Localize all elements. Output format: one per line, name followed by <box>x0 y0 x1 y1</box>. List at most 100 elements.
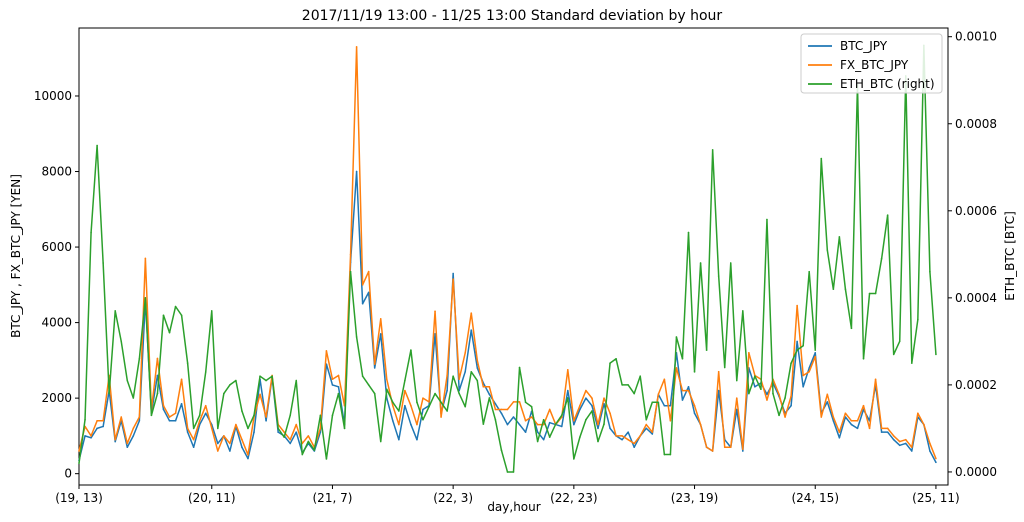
data-point <box>229 450 231 452</box>
data-point <box>162 404 165 407</box>
data-point <box>591 410 593 412</box>
data-point <box>307 440 310 443</box>
data-point <box>422 408 424 411</box>
data-point <box>156 357 159 360</box>
data-point <box>892 353 895 356</box>
data-point <box>699 423 702 426</box>
data-point <box>398 423 400 426</box>
data-point <box>337 392 340 395</box>
data-point <box>229 384 231 386</box>
data-point <box>247 453 249 456</box>
data-point <box>560 414 563 417</box>
legend: BTC_JPY FX_BTC_JPY ETH_BTC (right) <box>800 33 943 94</box>
data-point <box>778 393 780 396</box>
data-point <box>657 401 660 404</box>
data-point <box>452 375 454 377</box>
data-point <box>886 427 889 430</box>
data-point <box>790 362 792 364</box>
y-left-tick-label: 4000 <box>41 316 72 330</box>
y-right-tick-label: 0.0006 <box>955 204 997 218</box>
data-point <box>132 435 135 437</box>
data-point <box>868 427 871 430</box>
data-point <box>579 436 581 438</box>
data-point <box>120 416 123 418</box>
data-point <box>651 401 654 404</box>
y-right-tick-label: 0.0004 <box>955 291 997 305</box>
data-point <box>560 425 563 428</box>
data-point <box>428 405 430 408</box>
data-point <box>585 389 587 392</box>
data-point <box>910 450 913 452</box>
data-point <box>361 302 364 305</box>
data-point <box>597 427 599 430</box>
data-point <box>844 288 847 290</box>
data-point <box>446 389 448 392</box>
data-point <box>138 416 141 418</box>
data-point <box>84 435 86 437</box>
data-point <box>892 438 895 441</box>
data-point <box>476 367 479 369</box>
data-point <box>204 371 207 373</box>
data-point <box>355 170 358 173</box>
data-point <box>904 442 907 445</box>
data-point <box>385 378 388 381</box>
data-point <box>735 379 738 382</box>
data-point <box>748 352 750 354</box>
data-point <box>156 392 159 395</box>
data-point <box>126 442 129 445</box>
data-point <box>337 386 340 388</box>
legend-label: ETH_BTC (right) <box>840 77 935 91</box>
data-point <box>114 310 117 312</box>
data-point <box>223 392 225 395</box>
data-point <box>838 236 841 238</box>
data-point <box>416 401 418 404</box>
data-point <box>935 457 937 460</box>
plot-area <box>78 27 949 486</box>
data-point <box>90 231 92 234</box>
data-point <box>898 440 901 443</box>
data-point <box>669 419 672 422</box>
data-point <box>633 392 635 395</box>
data-point <box>102 419 104 422</box>
data-point <box>367 291 370 294</box>
data-point <box>289 414 292 417</box>
y-left-tick-label: 2000 <box>41 391 72 405</box>
data-point <box>379 318 382 320</box>
data-point <box>90 436 92 439</box>
data-point <box>760 388 762 391</box>
x-tick-label: (22, 23) <box>550 491 598 505</box>
data-point <box>929 442 931 445</box>
data-point <box>349 253 352 256</box>
data-point <box>621 384 623 386</box>
data-point <box>597 423 599 426</box>
x-tick-label: (21, 7) <box>313 491 353 505</box>
data-point <box>850 419 853 422</box>
data-point <box>790 404 792 407</box>
data-point <box>567 369 569 371</box>
data-point <box>627 431 629 433</box>
data-point <box>283 431 285 433</box>
data-point <box>404 389 406 392</box>
data-point <box>554 423 557 425</box>
data-point <box>367 270 370 273</box>
x-tick-label: (24, 15) <box>791 491 839 505</box>
data-point <box>784 397 786 399</box>
data-point <box>78 462 80 465</box>
data-point <box>192 438 195 441</box>
data-point <box>416 423 418 426</box>
data-point <box>404 404 406 407</box>
data-point <box>470 371 473 373</box>
data-point <box>458 392 460 395</box>
data-point <box>210 427 213 430</box>
data-point <box>886 431 889 433</box>
data-point <box>150 414 153 417</box>
data-point <box>585 418 587 421</box>
data-point <box>271 375 273 377</box>
data-point <box>693 404 696 407</box>
data-point <box>204 404 207 407</box>
data-point <box>699 262 702 264</box>
data-point <box>615 435 617 437</box>
data-point <box>742 310 744 312</box>
data-point <box>524 431 527 433</box>
data-point <box>880 431 883 433</box>
